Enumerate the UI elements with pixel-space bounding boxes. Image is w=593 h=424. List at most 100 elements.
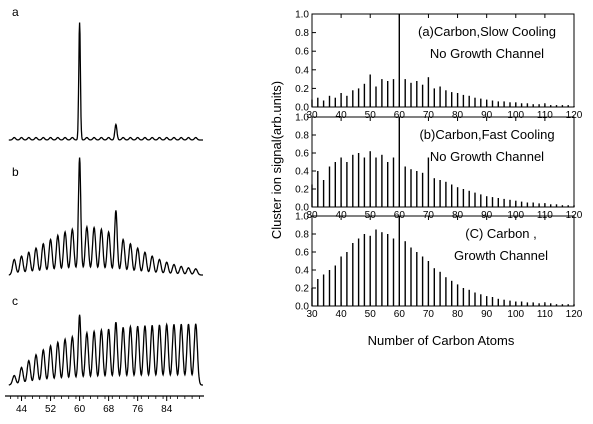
bar bbox=[486, 99, 488, 107]
bar bbox=[398, 216, 400, 306]
bar bbox=[480, 294, 482, 306]
bar bbox=[491, 297, 494, 306]
bar bbox=[462, 189, 465, 207]
bar bbox=[363, 234, 366, 306]
x-tick-label: 90 bbox=[481, 110, 493, 121]
y-tick-label: 0.2 bbox=[295, 84, 309, 95]
bar bbox=[346, 252, 348, 306]
y-tick-label: 0.0 bbox=[295, 103, 309, 114]
bar bbox=[526, 103, 529, 107]
y-tick-label: 0.8 bbox=[295, 230, 309, 241]
bar bbox=[573, 205, 575, 207]
y-tick-label: 0.8 bbox=[295, 28, 309, 39]
y-tick-label: 0.4 bbox=[295, 266, 309, 277]
bar bbox=[322, 180, 325, 207]
bar bbox=[567, 205, 569, 207]
bar bbox=[462, 288, 465, 306]
bar bbox=[550, 303, 552, 306]
panel-subtitle: Growth Channel bbox=[454, 248, 548, 263]
bar bbox=[532, 202, 534, 207]
bar bbox=[421, 84, 424, 107]
bar bbox=[416, 81, 418, 107]
panel-subtitle: No Growth Channel bbox=[430, 46, 544, 61]
right-bar-panels: Cluster ion signal(arb.units) Number of … bbox=[269, 10, 583, 349]
bar bbox=[352, 90, 354, 107]
bar bbox=[346, 162, 348, 207]
bar bbox=[322, 274, 325, 306]
bar bbox=[410, 247, 412, 306]
bar bbox=[433, 268, 435, 306]
bar bbox=[480, 98, 482, 107]
bar bbox=[334, 97, 336, 107]
x-tick-label: 30 bbox=[306, 110, 318, 121]
trace-label-b: b bbox=[12, 165, 19, 179]
bar bbox=[491, 197, 494, 207]
bar bbox=[392, 157, 395, 207]
bar bbox=[456, 187, 459, 207]
bar bbox=[503, 101, 505, 107]
bar bbox=[334, 162, 336, 207]
bar bbox=[480, 194, 482, 207]
bar bbox=[532, 104, 534, 107]
bar bbox=[538, 203, 540, 207]
bar bbox=[526, 302, 529, 306]
bar bbox=[340, 256, 342, 306]
bar bbox=[404, 241, 406, 306]
bar bbox=[427, 157, 430, 207]
bar bbox=[520, 103, 523, 107]
bar bbox=[363, 83, 366, 108]
bar bbox=[468, 289, 470, 306]
left-spectra-panel: a b c 44 52 60 68 76 84 bbox=[5, 5, 204, 415]
bar bbox=[515, 102, 517, 107]
bar bbox=[346, 95, 348, 107]
left-x-tick-label: 52 bbox=[45, 404, 57, 415]
bar bbox=[433, 178, 435, 207]
y-tick-label: 1.0 bbox=[295, 113, 309, 124]
bar bbox=[398, 117, 400, 207]
bar bbox=[311, 288, 313, 306]
bar bbox=[503, 198, 505, 207]
bar bbox=[387, 162, 389, 207]
x-tick-label: 90 bbox=[481, 309, 493, 320]
bar bbox=[416, 252, 418, 306]
x-tick-label: 40 bbox=[336, 309, 348, 320]
bar bbox=[381, 154, 383, 207]
x-tick-label: 110 bbox=[537, 309, 553, 320]
x-tick-label: 30 bbox=[306, 309, 318, 320]
bar bbox=[445, 181, 447, 207]
bar bbox=[387, 81, 389, 107]
bar bbox=[439, 86, 441, 107]
bar bbox=[357, 238, 360, 306]
bar bbox=[555, 304, 558, 306]
bar bbox=[381, 79, 383, 107]
bar bbox=[427, 261, 430, 306]
left-x-tick-label: 60 bbox=[74, 404, 86, 415]
bar bbox=[497, 198, 499, 207]
bar bbox=[398, 14, 400, 107]
panel-subtitle: No Growth Channel bbox=[430, 149, 544, 164]
x-tick-label: 50 bbox=[365, 309, 377, 320]
bar bbox=[375, 157, 377, 207]
bar bbox=[427, 77, 430, 107]
bar bbox=[474, 292, 476, 306]
left-x-tick-label: 44 bbox=[16, 404, 28, 415]
bar bbox=[369, 74, 371, 107]
y-tick-label: 1.0 bbox=[295, 212, 309, 223]
bar bbox=[550, 204, 552, 207]
bar bbox=[555, 204, 558, 207]
bar bbox=[328, 95, 331, 107]
x-tick-label: 70 bbox=[423, 110, 435, 121]
bar bbox=[369, 235, 371, 306]
y-tick-label: 0.2 bbox=[295, 284, 309, 295]
y-tick-label: 0.4 bbox=[295, 65, 309, 76]
bar bbox=[416, 171, 418, 207]
bar bbox=[392, 238, 395, 306]
x-tick-label: 50 bbox=[365, 110, 377, 121]
bar bbox=[567, 105, 569, 107]
x-tick-label: 110 bbox=[537, 110, 553, 121]
bar bbox=[550, 105, 552, 107]
bar bbox=[381, 232, 383, 306]
bar bbox=[474, 97, 476, 107]
bar bbox=[357, 153, 360, 207]
bar bbox=[509, 199, 511, 207]
